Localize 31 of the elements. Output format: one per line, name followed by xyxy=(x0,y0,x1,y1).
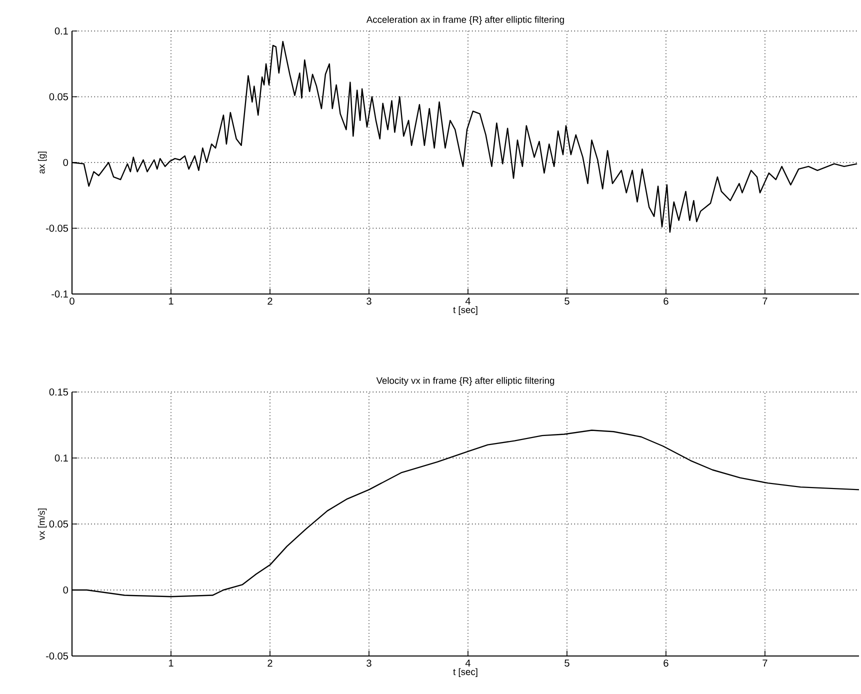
x-tick-label: 2 xyxy=(268,298,272,305)
y-tick-label: 0.05 xyxy=(49,520,68,528)
x-tick-label: 1 xyxy=(168,298,174,304)
y-tick-label: 0 xyxy=(63,158,68,166)
x-axis-title: t [sec] xyxy=(453,306,478,315)
chart-title: Acceleration ax in frame {R} after elliptic filtering xyxy=(366,16,564,25)
x-tick-label: 2 xyxy=(268,660,272,667)
x-tick-label: 0 xyxy=(70,298,74,305)
x-tick-label: 5 xyxy=(564,298,570,305)
x-tick-label: 3 xyxy=(366,298,372,305)
y-tick-label: -0.05 xyxy=(46,652,68,660)
x-tick-label: 7 xyxy=(762,660,768,666)
x-tick-label: 1 xyxy=(168,660,174,666)
y-tick-label: 0.1 xyxy=(54,27,68,35)
y-axis-title: vx [m/s] xyxy=(38,508,47,540)
x-tick-label: 5 xyxy=(564,660,570,667)
x-tick-label: 6 xyxy=(664,660,668,667)
y-tick-label: 0.05 xyxy=(49,93,68,100)
x-tick-label: 4 xyxy=(465,298,470,304)
x-tick-label: 7 xyxy=(762,298,768,304)
y-tick-label: -0.1 xyxy=(52,290,68,298)
y-tick-label: 0 xyxy=(63,586,68,594)
y-tick-label: 0.15 xyxy=(49,388,68,396)
y-axis-title: ax [g] xyxy=(38,152,47,174)
y-tick-label: 0.1 xyxy=(54,454,68,462)
y-tick-label: -0.05 xyxy=(46,224,68,232)
x-axis-title: t [sec] xyxy=(453,668,478,677)
chart-title: Velocity vx in frame {R} after elliptic filtering xyxy=(376,377,554,386)
x-tick-label: 4 xyxy=(465,660,470,666)
x-tick-label: 6 xyxy=(664,298,668,305)
x-tick-label: 3 xyxy=(366,660,372,667)
